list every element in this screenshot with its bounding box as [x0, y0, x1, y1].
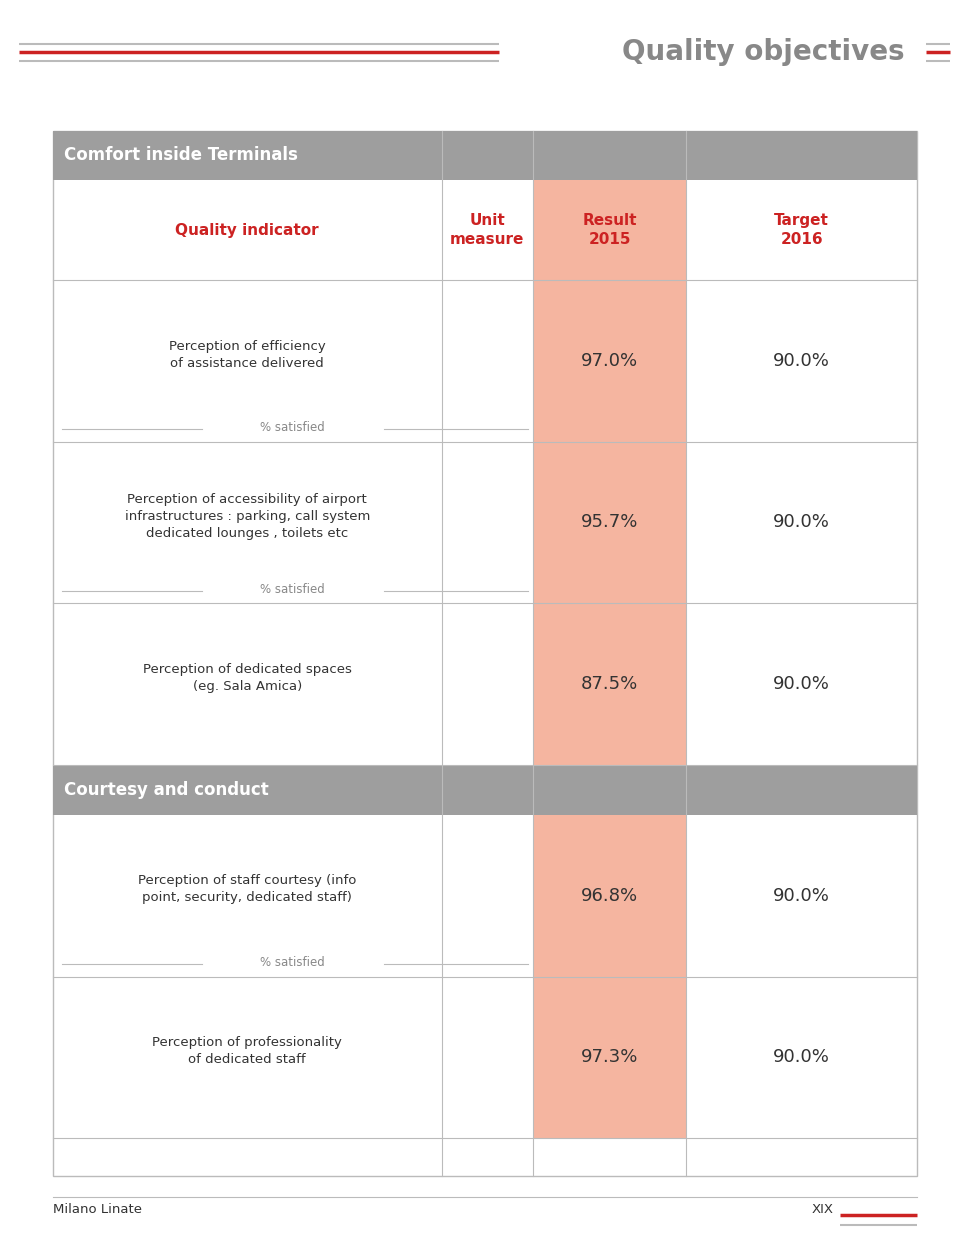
- Text: Perception of accessibility of airport
infrastructures : parking, call system
de: Perception of accessibility of airport i…: [125, 493, 370, 540]
- Bar: [533, 180, 686, 280]
- Text: XIX: XIX: [811, 1203, 833, 1215]
- Bar: [53, 765, 917, 815]
- Text: % satisfied: % satisfied: [260, 957, 325, 969]
- Text: 90.0%: 90.0%: [773, 514, 830, 531]
- Text: % satisfied: % satisfied: [260, 422, 325, 434]
- Text: 96.8%: 96.8%: [581, 887, 638, 904]
- Text: 95.7%: 95.7%: [581, 514, 638, 531]
- Text: Courtesy and conduct: Courtesy and conduct: [64, 781, 269, 799]
- Text: 97.3%: 97.3%: [581, 1049, 638, 1066]
- Bar: [53, 131, 917, 1176]
- Text: Perception of staff courtesy (info
point, security, dedicated staff): Perception of staff courtesy (info point…: [138, 875, 356, 904]
- Text: 97.0%: 97.0%: [581, 352, 638, 369]
- Bar: [533, 977, 686, 1138]
- Bar: [53, 131, 917, 180]
- Text: 90.0%: 90.0%: [773, 352, 830, 369]
- Text: Perception of dedicated spaces
(eg. Sala Amica): Perception of dedicated spaces (eg. Sala…: [143, 663, 351, 693]
- Text: Comfort inside Terminals: Comfort inside Terminals: [64, 147, 299, 164]
- Bar: [533, 280, 686, 442]
- Text: Perception of professionality
of dedicated staff: Perception of professionality of dedicat…: [153, 1036, 342, 1066]
- Text: Milano Linate: Milano Linate: [53, 1203, 142, 1215]
- Text: Result
2015: Result 2015: [583, 213, 636, 248]
- Text: Perception of efficiency
of assistance delivered: Perception of efficiency of assistance d…: [169, 340, 325, 369]
- Text: Unit
measure: Unit measure: [450, 213, 524, 248]
- Bar: [533, 815, 686, 977]
- Text: 90.0%: 90.0%: [773, 1049, 830, 1066]
- Text: Quality indicator: Quality indicator: [176, 223, 319, 238]
- Text: Target
2016: Target 2016: [774, 213, 829, 248]
- Bar: [533, 603, 686, 765]
- Text: 90.0%: 90.0%: [773, 887, 830, 904]
- Text: % satisfied: % satisfied: [260, 583, 325, 596]
- Text: 87.5%: 87.5%: [581, 675, 638, 693]
- Text: Quality objectives: Quality objectives: [622, 39, 904, 66]
- Bar: [533, 442, 686, 603]
- Text: 90.0%: 90.0%: [773, 675, 830, 693]
